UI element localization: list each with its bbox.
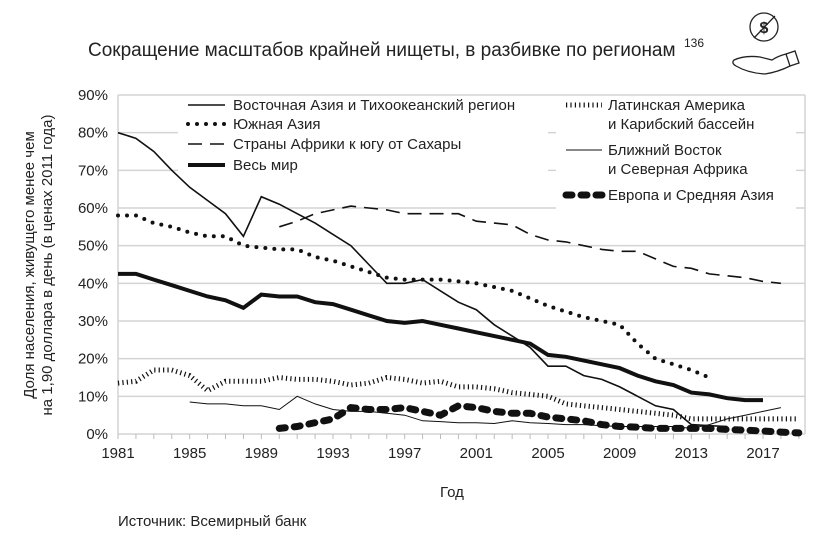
x-tick-label: 2013: [675, 445, 708, 462]
x-tick-label: 2009: [603, 445, 636, 462]
y-tick-label: 10%: [78, 388, 108, 405]
series-line-4: [117, 367, 799, 422]
legend-label: Восточная Азия и Тихоокеанский регион: [233, 97, 515, 114]
series-lines: [116, 131, 803, 437]
series-line-3: [118, 271, 763, 403]
y-tick-label: 70%: [78, 162, 108, 179]
y-axis-label: Доля населения, живущего менее чем на 1,…: [21, 115, 56, 416]
series-line-2: [279, 205, 781, 285]
y-axis-label-line-2: на 1,90 доллара в день (в ценах 2011 год…: [39, 115, 56, 416]
x-tick-label: 1985: [173, 445, 206, 462]
x-axis-label: Год: [440, 484, 464, 501]
y-axis-label-line-1: Доля населения, живущего менее чем: [21, 131, 38, 399]
x-tick-label: 1997: [388, 445, 421, 462]
y-tick-label: 80%: [78, 125, 108, 142]
x-tick-label: 2001: [460, 445, 493, 462]
x-tick-label: 1989: [245, 445, 278, 462]
hand-with-crossed-dollar-icon: $: [732, 12, 800, 75]
y-tick-label: 50%: [78, 238, 108, 255]
y-tick-label: 0%: [86, 426, 108, 443]
legend-label: и Карибский бассейн: [608, 116, 754, 133]
legend-label: Страны Африки к югу от Сахары: [233, 136, 461, 153]
y-tick-label: 90%: [78, 87, 108, 104]
legend-label: Латинская Америка: [608, 97, 746, 114]
series-line-6: [275, 402, 803, 437]
svg-text:$: $: [760, 20, 769, 37]
y-tick-label: 40%: [78, 275, 108, 292]
legend: Восточная Азия и Тихоокеанский регион Южн…: [186, 97, 774, 204]
legend-label: Южная Азия: [233, 116, 321, 133]
x-tick-label: 2017: [746, 445, 779, 462]
y-tick-label: 20%: [78, 351, 108, 368]
x-axis-ticks: 1981 1985 1989 1993 1997 2001 2005 2009 2013 2017: [101, 434, 800, 462]
legend-label: и Северная Африка: [608, 161, 748, 178]
chart-title: Сокращение масштабов крайней нищеты, в р…: [88, 40, 676, 61]
legend-box-right: [556, 97, 796, 209]
legend-box-left: [178, 97, 548, 181]
x-tick-label: 1993: [316, 445, 349, 462]
legend-label: Весь мир: [233, 157, 298, 174]
x-tick-label: 1981: [101, 445, 134, 462]
series-line-1: [116, 213, 712, 380]
y-tick-label: 60%: [78, 200, 108, 217]
y-axis-ticks: 0% 10% 20% 30% 40% 50% 60% 70% 80% 90%: [78, 87, 108, 443]
legend-label: Европа и Средняя Азия: [608, 187, 774, 204]
legend-label: Ближний Восток: [608, 142, 722, 159]
x-tick-label: 2005: [531, 445, 564, 462]
source-note: Источник: Всемирный банк: [118, 513, 307, 530]
legend-background: [178, 97, 796, 209]
title-footnote: 136: [684, 36, 704, 50]
y-tick-label: 30%: [78, 313, 108, 330]
